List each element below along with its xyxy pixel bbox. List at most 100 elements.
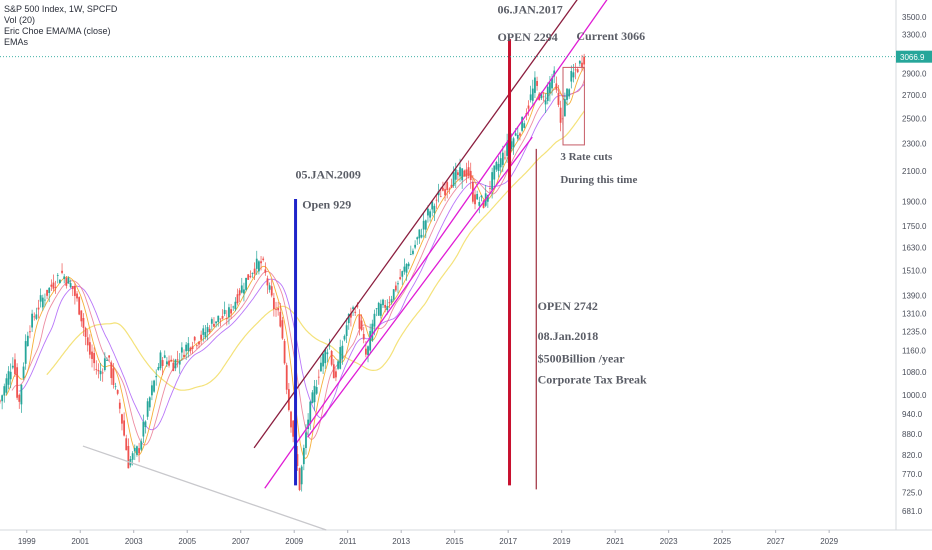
x-tick-label: 2001: [71, 537, 89, 546]
candle-body: [174, 359, 177, 369]
candle-body: [219, 318, 222, 320]
legend-study-emas[interactable]: EMAs: [4, 37, 29, 47]
candle-body: [33, 316, 36, 318]
candle-body: [275, 309, 277, 311]
candle-body: [414, 244, 417, 248]
candle-body: [99, 370, 102, 375]
candle-body: [1, 395, 4, 402]
candle-body: [56, 275, 59, 276]
candle-body: [491, 172, 494, 191]
candle-body: [452, 172, 455, 187]
x-tick-label: 2017: [499, 537, 517, 546]
candle-body: [112, 368, 115, 386]
y-tick-label: 2500.0: [902, 114, 927, 123]
candle-body: [456, 172, 459, 175]
candle-body: [168, 360, 170, 366]
candle-body: [399, 277, 402, 280]
candle-body: [127, 446, 130, 469]
candle-body: [394, 285, 397, 291]
candle-body: [433, 205, 436, 214]
candle-body: [354, 311, 357, 313]
candle-body: [296, 454, 299, 466]
candle-body: [3, 386, 6, 396]
candle-body: [285, 365, 288, 390]
candle-body: [264, 269, 267, 273]
candle-body: [82, 318, 85, 328]
candle-body: [516, 134, 519, 139]
candle-body: [493, 165, 496, 180]
candle-body: [553, 70, 556, 77]
rate-cut-box: [562, 66, 585, 146]
candle-body: [431, 201, 434, 210]
current-price-label-bg: [896, 50, 932, 63]
candle-body: [88, 342, 91, 355]
candle-body: [123, 420, 126, 436]
y-tick-label: 1235.0: [902, 327, 927, 336]
legend-symbol[interactable]: S&P 500 Index, 1W, SPCFD: [4, 4, 118, 14]
candle-body: [454, 169, 457, 180]
candle-body: [313, 385, 316, 403]
candle-body: [225, 318, 228, 320]
candle-body: [0, 400, 1, 402]
candle-body: [542, 96, 545, 98]
y-tick-label: 2300.0: [902, 140, 927, 149]
candle-body: [510, 141, 513, 150]
candle-body: [480, 195, 483, 198]
candle-body: [101, 372, 104, 374]
candle-body: [118, 402, 121, 409]
candle-body: [544, 100, 547, 105]
candle-body: [138, 448, 140, 454]
legend-volume[interactable]: Vol (20): [4, 15, 36, 25]
candle-body: [9, 371, 12, 380]
candle-body: [339, 347, 342, 369]
candle-body: [228, 307, 230, 318]
annotation-5: 3 Rate cuts: [560, 151, 613, 163]
candle-body: [418, 229, 421, 239]
candle-body: [73, 285, 76, 296]
x-tick-label: 2007: [232, 537, 250, 546]
x-tick-label: 1999: [18, 537, 36, 546]
candle-body: [161, 360, 164, 366]
ema-slow-line: [18, 83, 585, 431]
candle-body: [272, 297, 275, 310]
candle-body: [371, 323, 374, 341]
candle-body: [501, 152, 504, 165]
annotation-4: Current 3066: [576, 29, 645, 43]
candle-body: [341, 345, 344, 359]
candle-body: [486, 194, 489, 202]
ma-long-line: [46, 110, 585, 391]
candle-body: [59, 279, 61, 284]
y-tick-label: 3300.0: [902, 31, 927, 40]
y-tick-label: 2900.0: [902, 70, 927, 79]
candle-body: [7, 371, 10, 385]
candle-body: [499, 158, 502, 168]
candle-body: [223, 309, 226, 315]
candle-body: [478, 202, 481, 206]
candle-body: [549, 82, 551, 93]
candle-body: [61, 270, 63, 273]
candle-body: [200, 334, 203, 340]
annotation-0: 05.JAN.2009: [296, 167, 361, 181]
trendline-1: [264, 0, 608, 489]
legend-study-ema-ma[interactable]: Eric Choe EMA/MA (close): [4, 26, 111, 36]
candle-body: [121, 414, 123, 424]
candle-body: [534, 77, 536, 93]
trendline-0: [253, 0, 578, 449]
candle-body: [482, 200, 485, 208]
candle-body: [180, 347, 183, 353]
candle-body: [148, 397, 151, 408]
y-tick-label: 681.0: [902, 507, 923, 516]
candle-body: [519, 133, 521, 136]
candle-body: [420, 234, 423, 238]
annotation-10: Corporate Tax Break: [538, 372, 647, 386]
candle-body: [159, 352, 162, 369]
candle-body: [474, 194, 476, 205]
candle-body: [382, 299, 384, 306]
candle-body: [238, 290, 241, 296]
candle-body: [155, 376, 158, 378]
candle-body: [26, 335, 29, 347]
candle-body: [198, 341, 200, 345]
candle-body: [255, 258, 258, 269]
